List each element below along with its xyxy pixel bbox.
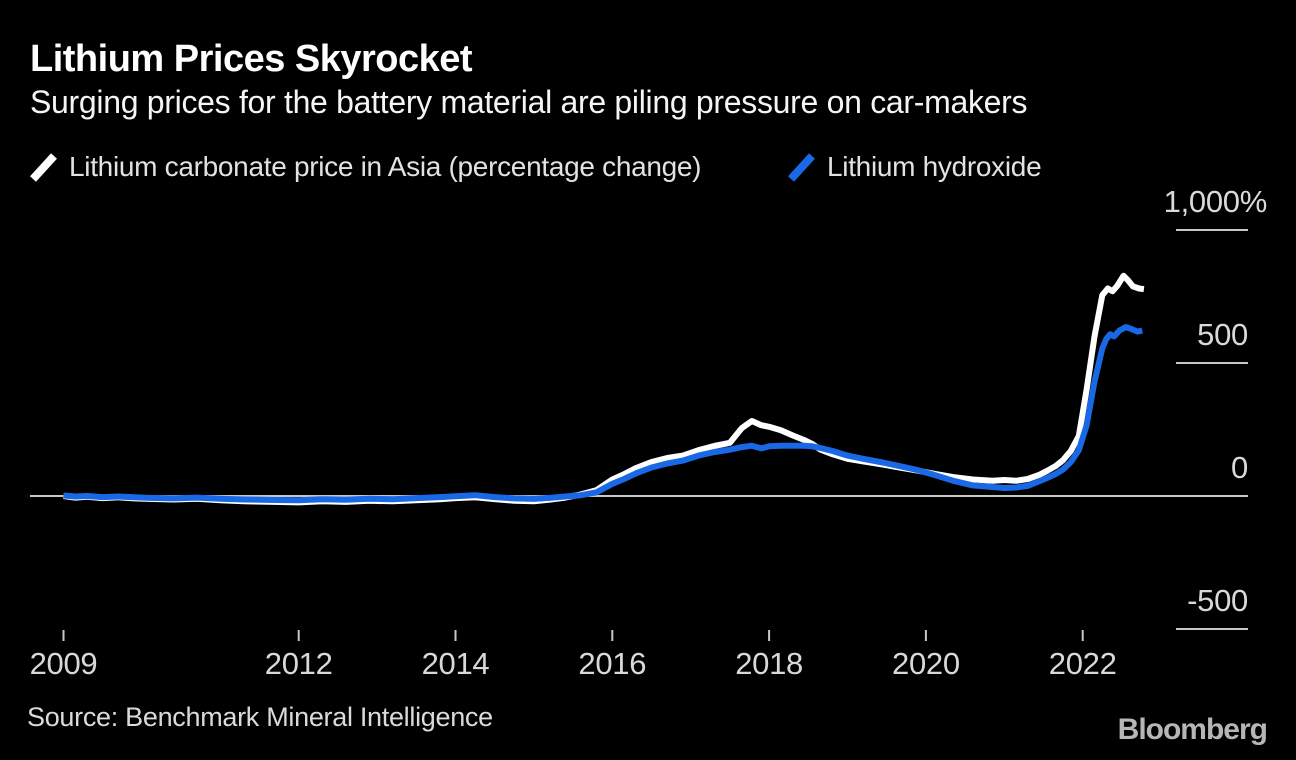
x-axis-label: 2022 (1048, 646, 1117, 681)
legend-item-hydroxide: Lithium hydroxide (788, 150, 1042, 184)
bloomberg-logo: Bloomberg (1117, 713, 1268, 746)
y-axis-label: 0 (1231, 450, 1248, 485)
y-axis-label: 500 (1197, 317, 1248, 352)
x-axis-label: 2020 (892, 646, 960, 681)
series-line-hydroxide (63, 324, 1143, 504)
x-axis-label: 2012 (264, 646, 333, 681)
legend-label-hydroxide: Lithium hydroxide (827, 151, 1042, 182)
carbonate-swatch-slash-icon (30, 152, 57, 182)
legend-item-carbonate: Lithium carbonate price in Asia (percent… (30, 150, 702, 184)
chart-subtitle: Surging prices for the battery material … (30, 84, 1028, 120)
legend-label-carbonate: Lithium carbonate price in Asia (percent… (69, 151, 702, 182)
y-axis-label: 1,000% (1163, 184, 1268, 219)
chart-title: Lithium Prices Skyrocket (30, 38, 473, 80)
x-axis-label: 2014 (421, 646, 490, 681)
y-axis-label: -500 (1187, 583, 1248, 618)
x-axis-label: 2009 (29, 646, 98, 681)
x-axis-label: 2018 (735, 646, 803, 681)
series-line-carbonate (63, 272, 1145, 506)
hydroxide-swatch-slash-icon (788, 152, 815, 182)
source-credit: Source: Benchmark Mineral Intelligence (27, 702, 493, 732)
x-axis-label: 2016 (578, 646, 647, 681)
